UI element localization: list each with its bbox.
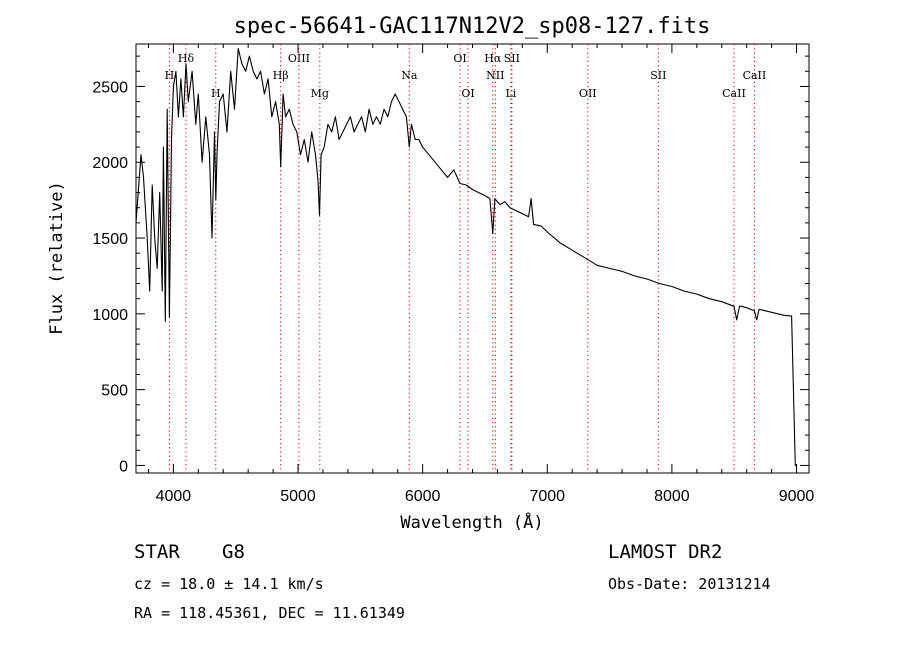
marker-label: Hα bbox=[484, 52, 502, 65]
marker-label: CaII bbox=[722, 87, 746, 100]
marker-label: OIII bbox=[288, 52, 310, 65]
marker-label: H bbox=[165, 69, 175, 82]
marker-label: SII bbox=[504, 52, 520, 65]
marker-label: Mg bbox=[311, 87, 329, 100]
x-tick-label: 7000 bbox=[529, 488, 565, 505]
axes: 4000 5000 6000 7000 8000 9000 0 500 1000 1500 2000… bbox=[92, 44, 814, 505]
y-tick-label: 1500 bbox=[92, 231, 128, 248]
x-tick-label: 8000 bbox=[654, 488, 690, 505]
y-tick-label: 1000 bbox=[92, 307, 128, 324]
spectrum-series bbox=[135, 47, 797, 466]
object-type: STAR bbox=[134, 541, 180, 563]
marker-label: CaII bbox=[743, 69, 767, 82]
marker-label: Li bbox=[505, 87, 516, 100]
y-axis-label: Flux (relative) bbox=[47, 181, 67, 335]
chart-title: spec-56641-GAC117N12V2_sp08-127.fits bbox=[234, 14, 711, 39]
plot-frame bbox=[135, 43, 810, 474]
survey-name: LAMOST DR2 bbox=[608, 541, 723, 563]
marker-label: SII bbox=[650, 69, 666, 82]
marker-label: OI bbox=[461, 87, 474, 100]
marker-label: NII bbox=[486, 69, 504, 82]
y-tick-label: 0 bbox=[119, 458, 128, 475]
x-axis-label: Wavelength (Å) bbox=[400, 511, 543, 533]
x-tick-label: 4000 bbox=[156, 488, 192, 505]
marker-label: Na bbox=[401, 69, 418, 82]
marker-label: OII bbox=[579, 87, 597, 100]
y-tick-label: 2500 bbox=[92, 79, 128, 96]
redshift-cz: cz = 18.0 ± 14.1 km/s bbox=[134, 575, 324, 593]
marker-label: H bbox=[211, 87, 221, 100]
y-tick-label: 500 bbox=[101, 383, 128, 400]
marker-label: Hβ bbox=[273, 69, 289, 82]
marker-label: OI bbox=[453, 52, 466, 65]
coordinates: RA = 118.45361, DEC = 11.61349 bbox=[134, 604, 405, 622]
x-tick-label: 9000 bbox=[779, 488, 815, 505]
y-tick-label: 2000 bbox=[92, 155, 128, 172]
spectrum-line bbox=[135, 47, 797, 466]
x-tick-label: 6000 bbox=[405, 488, 441, 505]
observation-date: Obs-Date: 20131214 bbox=[608, 575, 771, 593]
spectral-class: G8 bbox=[222, 541, 245, 563]
x-tick-label: 5000 bbox=[280, 488, 316, 505]
marker-label: Hδ bbox=[178, 52, 195, 65]
